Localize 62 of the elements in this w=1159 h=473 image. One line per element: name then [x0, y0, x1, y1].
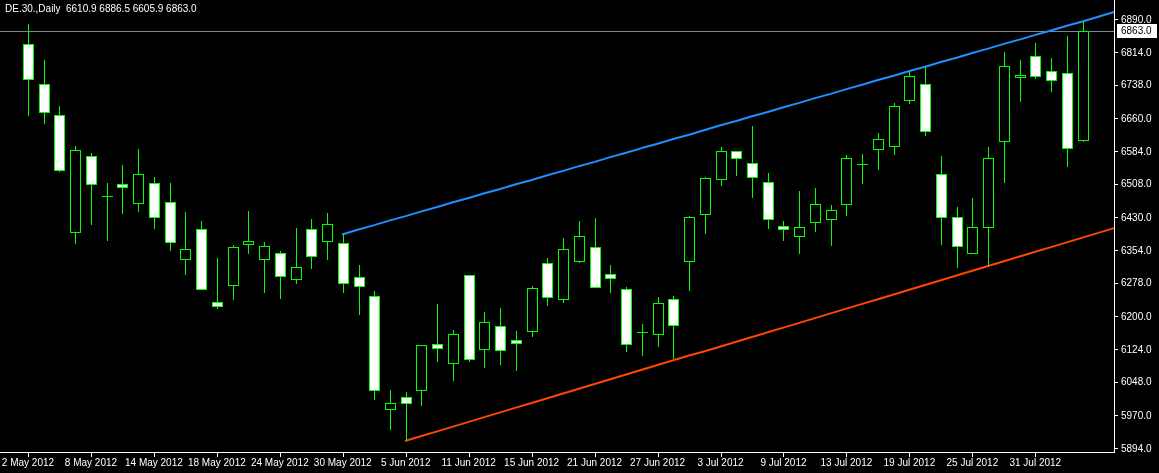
chart-subtitle: 6610.9 6886.5 6605.9 6863.0 [66, 2, 198, 14]
candlestick [511, 330, 522, 372]
ref-line-label: 6863.0 [1121, 25, 1153, 37]
candlestick [731, 150, 742, 177]
x-tick-label: 2 May 2012 [1, 456, 55, 468]
candlestick [432, 303, 443, 363]
y-tick-label: 6660.0 [1121, 112, 1153, 124]
candlestick [385, 389, 396, 431]
candlestick [794, 190, 805, 255]
candlestick [778, 220, 789, 242]
y-tick-label: 6814.0 [1121, 46, 1153, 58]
candlestick [1030, 42, 1041, 80]
candlestick [180, 211, 191, 276]
y-tick-label: 6890.0 [1121, 13, 1153, 25]
x-tick-label: 24 May 2012 [250, 456, 310, 468]
y-tick-label: 6354.0 [1121, 244, 1153, 256]
candlestick [873, 132, 884, 171]
x-tick-label: 9 Jul 2012 [760, 456, 807, 468]
y-tick-label: 5894.0 [1121, 442, 1153, 454]
candlestick [1015, 59, 1026, 103]
candlestick [1046, 57, 1057, 93]
x-tick-label: 30 May 2012 [313, 456, 373, 468]
x-tick-label: 14 May 2012 [125, 456, 184, 468]
candlestick [747, 125, 758, 199]
candlestick [354, 264, 365, 316]
x-tick-label: 11 Jun 2012 [441, 456, 497, 468]
y-tick-label: 6278.0 [1121, 277, 1153, 289]
y-tick-label: 5970.0 [1121, 409, 1153, 421]
x-tick-label: 13 Jul 2012 [820, 456, 873, 468]
x-tick-label: 18 May 2012 [187, 456, 247, 468]
line-series [404, 227, 1115, 442]
candlestick [810, 187, 821, 233]
candlestick [212, 257, 223, 310]
y-tick-label: 6048.0 [1121, 376, 1153, 388]
candlestick [322, 212, 333, 261]
x-tick-label: 25 Jul 2012 [946, 456, 999, 468]
x-tick-label: 8 May 2012 [64, 456, 118, 468]
candlestick [605, 264, 616, 294]
y-tick-label: 6200.0 [1121, 310, 1153, 322]
x-tick-label: 27 Jun 2012 [630, 456, 686, 468]
x-tick-label: 21 Jun 2012 [567, 456, 623, 468]
candlestick [117, 164, 128, 215]
x-tick-label: 31 Jul 2012 [1009, 456, 1062, 468]
y-tick-label: 6124.0 [1121, 343, 1153, 355]
chart-title: DE.30.,Daily [5, 2, 61, 14]
candlestick [401, 391, 412, 442]
candlestick [275, 250, 286, 300]
candlestick [826, 204, 837, 247]
candlestick [243, 210, 254, 255]
line-series [341, 11, 1115, 236]
x-tick-label: 19 Jul 2012 [883, 456, 936, 468]
candlestick [904, 70, 915, 105]
x-tick-label: 5 Jun 2012 [380, 456, 431, 468]
candlestick [291, 227, 302, 285]
candlestick [259, 241, 270, 294]
y-tick-label: 6584.0 [1121, 145, 1153, 157]
x-tick-label: 15 Jun 2012 [504, 456, 560, 468]
y-tick-label: 6738.0 [1121, 79, 1153, 91]
x-tick-label: 3 Jul 2012 [697, 456, 745, 468]
candlestick [495, 307, 506, 366]
y-tick-label: 6430.0 [1121, 211, 1153, 223]
y-tick-label: 6508.0 [1121, 178, 1153, 190]
